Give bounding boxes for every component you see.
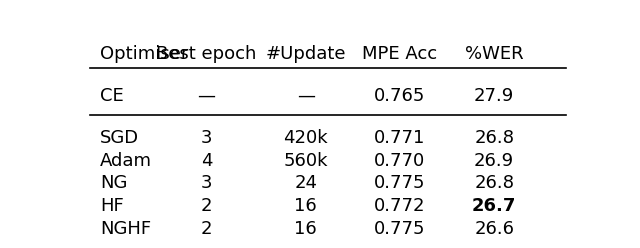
Text: 26.8: 26.8 [474,175,514,192]
Text: Best epoch: Best epoch [156,45,257,63]
Text: 16: 16 [294,197,317,216]
Text: 0.775: 0.775 [374,175,426,192]
Text: Optimiser: Optimiser [100,45,188,63]
Text: NG: NG [100,175,127,192]
Text: —: — [297,87,315,105]
Text: 26.8: 26.8 [474,129,514,147]
Text: 26.7: 26.7 [472,197,516,216]
Text: 4: 4 [201,152,212,170]
Text: 560k: 560k [284,152,328,170]
Text: —: — [198,87,216,105]
Text: %WER: %WER [465,45,524,63]
Text: 24: 24 [294,175,317,192]
Text: NGHF: NGHF [100,220,151,238]
Text: 0.772: 0.772 [374,197,426,216]
Text: 0.765: 0.765 [374,87,426,105]
Text: 0.770: 0.770 [374,152,426,170]
Text: 26.6: 26.6 [474,220,514,238]
Text: 2: 2 [201,220,212,238]
Text: MPE Acc: MPE Acc [362,45,438,63]
Text: 3: 3 [201,129,212,147]
Text: 2: 2 [201,197,212,216]
Text: 420k: 420k [284,129,328,147]
Text: #Update: #Update [266,45,346,63]
Text: SGD: SGD [100,129,139,147]
Text: CE: CE [100,87,124,105]
Text: Adam: Adam [100,152,152,170]
Text: 3: 3 [201,175,212,192]
Text: 16: 16 [294,220,317,238]
Text: 0.771: 0.771 [374,129,426,147]
Text: 0.775: 0.775 [374,220,426,238]
Text: 27.9: 27.9 [474,87,515,105]
Text: 26.9: 26.9 [474,152,514,170]
Text: HF: HF [100,197,124,216]
